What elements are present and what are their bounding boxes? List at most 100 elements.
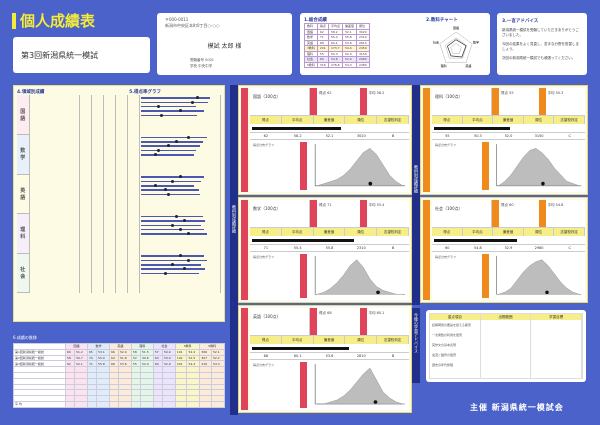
table-row <box>17 279 221 284</box>
score-rate-bar <box>139 270 221 276</box>
exam-name: 第3回新潟県統一模試 <box>21 50 99 60</box>
table-row <box>17 130 221 135</box>
tag <box>310 200 317 227</box>
score-rate-bar <box>139 178 221 183</box>
table-row: 3教科 201 173.7 54.4 2450 <box>304 45 370 52</box>
right-strip: 教科別成績詳細 <box>412 85 420 305</box>
advice-column: 出題範囲 <box>480 314 532 378</box>
detail-title: 4.領域別成績 <box>17 90 45 95</box>
score-marker <box>170 263 174 267</box>
score-marker <box>195 96 199 100</box>
score-bar <box>252 346 350 350</box>
table-row: 理科 55 50.3 52.0 3150 <box>304 50 370 57</box>
distribution-chart <box>496 255 582 295</box>
column-header: 平均点 <box>282 336 314 344</box>
table-row <box>17 204 221 210</box>
tag <box>359 88 367 115</box>
table-row <box>17 283 221 289</box>
score-rate-bar <box>139 152 221 157</box>
stat: 平均 54.8 <box>547 203 564 207</box>
tag <box>359 308 367 335</box>
score-marker <box>167 144 171 148</box>
note: 得点分布グラフ <box>253 363 275 367</box>
table-cell: 5教科 <box>304 61 318 68</box>
table-row: 英語 68 60.1 53.6 2810 <box>304 39 370 46</box>
card-side-label <box>423 88 430 192</box>
overall-results: 1.総合成績 教科 得点 平均点 偏差値 順位 国語 62 58.2 52.1 3020 数学 71 55… <box>300 13 490 75</box>
table-row <box>17 275 221 280</box>
table-row <box>17 191 221 196</box>
value: 52.1 <box>325 134 334 138</box>
table-row <box>17 103 221 109</box>
card-side-label <box>241 200 248 300</box>
score-rate-bar <box>139 99 221 104</box>
table-row <box>17 270 221 276</box>
radar-grid <box>450 43 462 54</box>
table-cell <box>152 400 163 408</box>
score-rate-bar <box>139 108 221 113</box>
stat: 得点 55 <box>501 91 514 95</box>
stat: 得点 68 <box>319 311 332 315</box>
advice-item: 読解問題の要旨を捉える練習 <box>432 323 471 327</box>
score-marker <box>174 214 178 218</box>
table-cell: 54.3 <box>341 61 357 68</box>
subject-card: 国語（100点） 得点 62 平均 58.2 得点 平均点 偏差値 順位 志望校判定 62 58.… <box>238 85 412 195</box>
column-header: 志望校判定 <box>377 228 409 236</box>
score-rate-bar <box>139 235 221 240</box>
score-marker <box>186 232 190 236</box>
table-row <box>17 156 221 161</box>
table-row <box>17 187 221 192</box>
student-marker <box>376 290 380 295</box>
table-row <box>17 209 221 214</box>
score-marker <box>153 153 157 157</box>
table-row <box>17 195 221 201</box>
stat: 得点 71 <box>319 203 332 207</box>
subject-card: 英語（100点） 得点 68 平均 60.1 得点 平均点 偏差値 順位 志望校判定 68 60.… <box>238 305 412 413</box>
card-side-label <box>241 88 248 192</box>
table-row <box>13 372 226 379</box>
score-rate-bar <box>139 143 221 148</box>
score-bar <box>434 238 517 242</box>
table-row <box>17 169 221 175</box>
table-row <box>17 231 221 236</box>
graph-title: 5.得点率グラフ <box>129 90 161 95</box>
subject-name: 英語（100点） <box>250 308 310 335</box>
column-header: 得点 <box>432 116 463 124</box>
score-rate-bar <box>139 261 221 267</box>
tag <box>482 254 489 298</box>
score-marker <box>170 223 174 227</box>
table-header: 国語 数学 英語 理科 社会 3教科 5教科 <box>13 343 225 350</box>
score-rate-bar <box>139 231 221 236</box>
history-table: 国語 数学 英語 理科 社会 3教科 5教科 第1回新潟県統一模試 60 51.2 65 53.1 66… <box>13 343 226 408</box>
score-marker <box>186 135 190 139</box>
table-row <box>17 121 221 126</box>
column-header: 志望校判定 <box>377 116 409 124</box>
radar-label: 英語 <box>465 63 471 68</box>
value: 55.8 <box>325 246 334 250</box>
stat: 得点 62 <box>319 91 332 95</box>
note: 得点分布グラフ <box>253 255 275 259</box>
score-marker <box>182 219 186 223</box>
address-line: 新潟市中央区本町0丁目○-○○ <box>165 23 220 28</box>
exam-cell: 平 均 <box>13 400 66 408</box>
column-header: 得点 <box>432 228 463 236</box>
score-rate-bar <box>139 130 221 135</box>
table-row <box>17 112 221 117</box>
score-rate-bar <box>139 187 221 192</box>
score-rate-bar <box>139 200 221 205</box>
column-header: 順位 <box>524 116 555 124</box>
score-marker <box>174 140 178 144</box>
table-row <box>17 182 221 188</box>
distribution-area <box>497 148 580 186</box>
value: 53.6 <box>325 354 334 358</box>
table-row <box>17 266 221 271</box>
value: 55 <box>445 134 450 138</box>
score-bar <box>434 126 510 130</box>
column-header: 志望校判定 <box>554 228 585 236</box>
score-rate-bar <box>139 103 221 109</box>
score-marker <box>153 184 157 187</box>
score-rate-bar <box>139 213 221 218</box>
score-rate-bar <box>139 266 221 271</box>
score-rate-bar <box>139 222 221 227</box>
tag <box>492 88 499 115</box>
